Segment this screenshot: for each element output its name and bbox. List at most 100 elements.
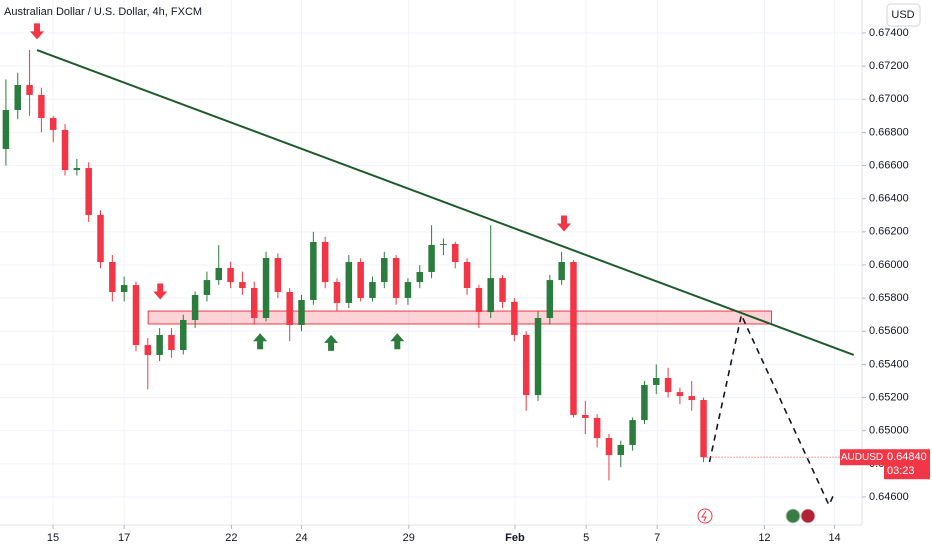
candle-body xyxy=(641,384,648,421)
candle-body xyxy=(534,318,542,396)
x-tick-label: 24 xyxy=(295,532,307,544)
candle-body xyxy=(286,291,293,325)
up-arrow xyxy=(324,334,339,351)
candle-body xyxy=(250,288,258,319)
candle-body xyxy=(73,168,81,171)
y-tick-label: 0.67000 xyxy=(869,93,909,105)
candle-body xyxy=(617,444,625,456)
y-tick-label: 0.65000 xyxy=(869,425,909,437)
x-tick-label: 7 xyxy=(654,532,660,544)
candle-body xyxy=(404,282,412,298)
candle-body xyxy=(38,94,45,118)
candle-body xyxy=(168,334,175,350)
candle-body xyxy=(191,294,199,321)
bottom-icons xyxy=(697,508,816,524)
candle-body xyxy=(49,117,57,130)
event-icon[interactable] xyxy=(697,508,713,524)
support-zone xyxy=(147,310,773,325)
candle-body xyxy=(109,262,116,292)
candle-body xyxy=(522,334,530,396)
candle-body xyxy=(487,278,494,313)
y-tick-label: 0.65200 xyxy=(869,391,909,403)
symbol-tag xyxy=(840,449,884,466)
x-tick-label: 5 xyxy=(583,532,589,544)
y-tick-label: 0.67400 xyxy=(869,27,909,39)
candle-body xyxy=(14,85,21,111)
y-tick-label: 0.66000 xyxy=(869,259,909,271)
candle-body xyxy=(605,437,613,456)
candle-body xyxy=(357,262,364,298)
candle-body xyxy=(298,299,305,325)
candle-body xyxy=(144,345,152,355)
candle-body xyxy=(132,285,140,346)
candle-body xyxy=(274,258,282,292)
candle-body xyxy=(2,110,10,149)
candle-body xyxy=(475,288,483,313)
candle-body xyxy=(156,334,163,355)
candle-body xyxy=(546,280,554,319)
x-tick-label: 17 xyxy=(118,532,130,544)
up-arrow xyxy=(390,333,405,350)
candle-body xyxy=(180,320,187,350)
candle-body xyxy=(440,243,447,245)
candle-body xyxy=(369,282,376,298)
trendline xyxy=(36,49,855,356)
candle-body xyxy=(428,244,435,272)
y-tick-label: 0.66400 xyxy=(869,193,909,205)
candle-body xyxy=(511,301,518,335)
candle-body xyxy=(593,417,601,438)
candle-body xyxy=(653,378,660,385)
price-tag xyxy=(884,449,930,480)
candle-body xyxy=(700,400,707,458)
down-arrow xyxy=(557,215,572,232)
x-tick-label: 15 xyxy=(47,532,59,544)
projection-path xyxy=(708,312,835,507)
candle-body xyxy=(463,262,471,289)
y-tick-label: 0.67200 xyxy=(869,60,909,72)
candle-body xyxy=(688,396,695,401)
candle-body xyxy=(676,392,684,397)
candle-body xyxy=(85,168,92,215)
y-tick-label: 0.65600 xyxy=(869,325,909,337)
candle-body xyxy=(61,129,69,171)
currency-button[interactable] xyxy=(886,3,921,27)
candle-body xyxy=(451,243,459,263)
y-tick-label: 0.64600 xyxy=(869,491,909,503)
event-icon[interactable] xyxy=(800,508,816,524)
event-bolt xyxy=(701,510,707,522)
candle-body xyxy=(310,241,317,300)
candle-body xyxy=(321,241,329,283)
candle-body xyxy=(381,258,388,283)
candle-body xyxy=(239,282,246,289)
candle-body xyxy=(120,285,128,292)
candle-body xyxy=(582,414,589,418)
candle-body xyxy=(570,262,577,415)
y-tick-label: 0.65800 xyxy=(869,292,909,304)
candle-body xyxy=(26,85,33,95)
candle-body xyxy=(629,420,636,445)
candle-body xyxy=(345,262,353,303)
y-tick-label: 0.66600 xyxy=(869,159,909,171)
event-icon[interactable] xyxy=(785,508,801,524)
symbol-label: AUDUSD xyxy=(841,452,883,463)
x-tick-label: 22 xyxy=(225,532,237,544)
candle-body xyxy=(333,282,341,303)
x-tick-label: 14 xyxy=(828,532,840,544)
x-tick-label: 12 xyxy=(758,532,770,544)
y-tick-label: 0.65400 xyxy=(869,358,909,370)
chart-title: Australian Dollar / U.S. Dollar, 4h, FXC… xyxy=(4,6,202,18)
candle-body xyxy=(215,267,223,281)
candle-body xyxy=(262,258,270,319)
y-tick-label: 0.66200 xyxy=(869,226,909,238)
down-arrow xyxy=(30,23,45,40)
countdown-label: 03:23 xyxy=(887,465,915,477)
candle-body xyxy=(664,378,672,393)
candle-body xyxy=(203,280,211,295)
y-tick-label: 0.66800 xyxy=(869,126,909,138)
x-tick-label: 29 xyxy=(403,532,415,544)
x-tick-label: Feb xyxy=(505,532,525,544)
candle-body xyxy=(227,267,234,283)
candle-body xyxy=(558,262,565,281)
up-arrow xyxy=(253,333,268,350)
